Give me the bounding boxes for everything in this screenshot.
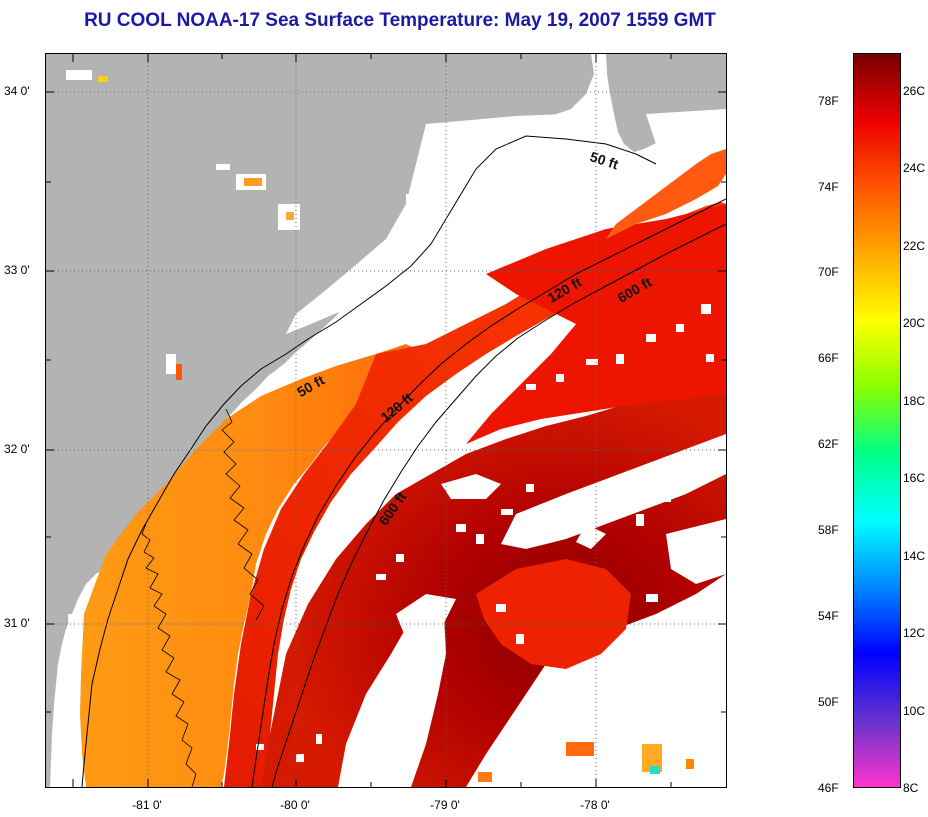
longitude-label: -78 0': [580, 798, 610, 812]
frame-ticks: [46, 54, 726, 787]
longitude-label: -81 0': [132, 798, 162, 812]
colorbar-celsius-label: 16C: [903, 471, 926, 485]
depth-contour-600ft: [271, 223, 726, 787]
latitude-label: 32 0': [4, 442, 30, 456]
colorbar-celsius-label: 14C: [903, 549, 926, 563]
colorbar-fahrenheit-label: 58F: [818, 523, 839, 537]
land-mass: [46, 54, 594, 787]
sst-map-canvas: 50 ft 50 ft 120 ft 120 ft 600 ft 600 ft: [46, 54, 726, 787]
coastline-inlets: [141, 523, 197, 787]
offshore-south-eddy: [476, 559, 631, 669]
colorbar-fahrenheit-label: 70F: [818, 265, 839, 279]
longitude-label: -79 0': [430, 798, 460, 812]
latitude-label: 33 0': [4, 263, 30, 277]
latitude-label: 34 0': [4, 84, 30, 98]
colorbar-celsius-label: 12C: [903, 626, 926, 640]
colorbar-celsius-label: 24C: [903, 161, 926, 175]
graticule: [46, 54, 726, 787]
northeast-coastal-strip: [606, 149, 726, 239]
colorbar-fahrenheit-label: 66F: [818, 351, 839, 365]
land-warm-specks: [98, 76, 294, 380]
colorbar-celsius-label: 20C: [903, 316, 926, 330]
temperature-colorbar: [853, 53, 901, 788]
colorbar-celsius-label: 26C: [903, 84, 926, 98]
sst-map[interactable]: 50 ft 50 ft 120 ft 120 ft 600 ft 600 ft: [45, 53, 727, 788]
colorbar-fahrenheit-label: 46F: [818, 781, 839, 795]
coastline-inlets-2: [221, 408, 265, 621]
colorbar-fahrenheit-label: 62F: [818, 437, 839, 451]
colorbar-celsius-label: 8C: [903, 781, 919, 795]
colorbar-fahrenheit-label: 74F: [818, 180, 839, 194]
ocean-cloud-cover: [286, 109, 726, 787]
colorbar-celsius-label: 18C: [903, 394, 926, 408]
latitude-label: 31 0': [4, 616, 30, 630]
colorbar-fahrenheit-label: 78F: [818, 94, 839, 108]
shelf-water: [80, 344, 426, 787]
colorbar-celsius-label: 22C: [903, 239, 926, 253]
depth-contour-50ft: [81, 135, 657, 787]
south-warm-patches: [478, 742, 694, 782]
longitude-label: -80 0': [280, 798, 310, 812]
colorbar-fahrenheit-label: 54F: [818, 609, 839, 623]
colorbar-celsius-label: 10C: [903, 704, 926, 718]
colorbar-fahrenheit-label: 50F: [818, 695, 839, 709]
depth-contour-120ft: [251, 198, 726, 787]
cloud-speckles: [256, 304, 714, 762]
map-title: RU COOL NOAA-17 Sea Surface Temperature:…: [84, 10, 716, 31]
mid-shelf-water: [224, 202, 726, 787]
